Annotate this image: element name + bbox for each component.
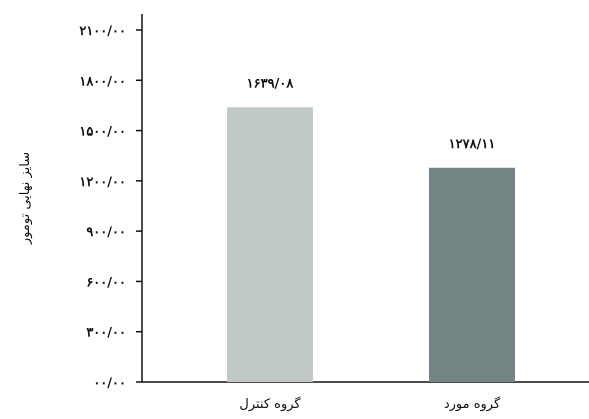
y-tick-label: ۹۰۰/۰۰ xyxy=(86,225,126,240)
labels: ۱۶۳۹/۰۸ گروه کنترل ۱۲۷۸/۱۱ گروه مورد xyxy=(239,76,501,412)
axes xyxy=(141,14,589,383)
category-label: گروه کنترل xyxy=(239,396,301,412)
bars xyxy=(227,107,515,382)
y-tick-label: ۱۲۰۰/۰۰ xyxy=(79,175,126,190)
y-tick-label: ۱۵۰۰/۰۰ xyxy=(79,125,126,140)
y-axis-title: سایز نهایی تومور xyxy=(18,152,33,245)
y-tick-label: ۶۰۰/۰۰ xyxy=(86,275,126,290)
y-tick-label: ۱۸۰۰/۰۰ xyxy=(79,74,126,89)
y-tick-label: ۰۰/۰۰ xyxy=(93,376,126,391)
category-label: گروه مورد xyxy=(444,396,501,412)
bar xyxy=(429,167,515,382)
y-tick-label: ۳۰۰/۰۰ xyxy=(86,326,126,341)
bar-value-label: ۱۲۷۸/۱۱ xyxy=(449,137,496,152)
y-axis-ticks: ۰۰/۰۰ ۳۰۰/۰۰ ۶۰۰/۰۰ ۹۰۰/۰۰ ۱۲۰۰/۰۰ ۱۵۰۰/۰۰ ۱۸۰… xyxy=(79,24,142,391)
bar-value-label: ۱۶۳۹/۰۸ xyxy=(247,76,295,91)
y-tick-label: ۲۱۰۰/۰۰ xyxy=(79,24,126,39)
bar xyxy=(227,107,313,382)
